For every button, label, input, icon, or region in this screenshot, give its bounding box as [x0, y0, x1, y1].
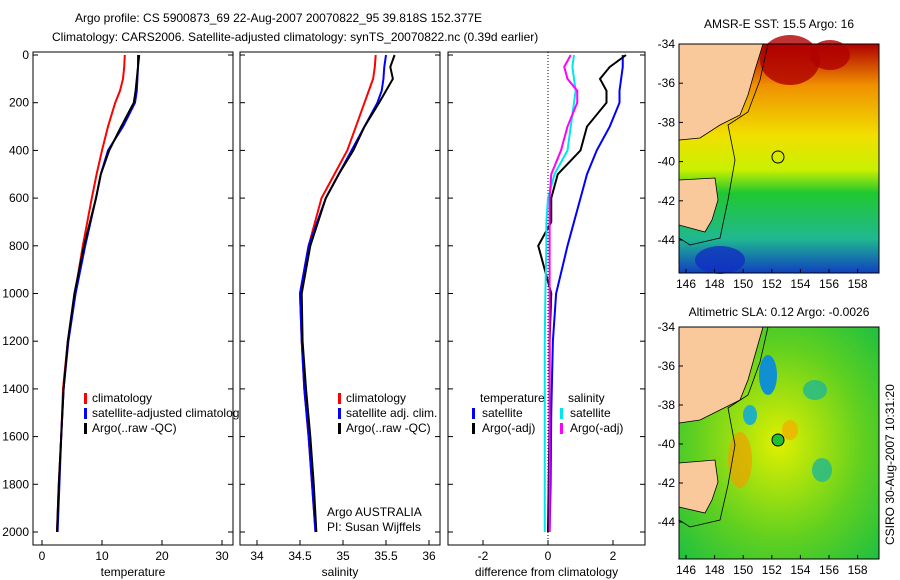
lon-tick-label: 148 [705, 277, 725, 291]
y-tick-label: 2000 [2, 525, 29, 539]
legend-header: salinity [568, 391, 605, 405]
sla-map-title: Altimetric SLA: 0.12 Argo: -0.0026 [689, 305, 870, 319]
legend-label: satellite adj. clim. [346, 406, 437, 420]
legend-label: Argo(-adj) [482, 421, 535, 435]
sla-map: Altimetric SLA: 0.12 Argo: -0.0026 146 14… [658, 305, 880, 577]
profile-panel-3: -2 0 2 difference from climatology temperatu… [447, 51, 646, 579]
lat-tick-label: -34 [658, 320, 676, 334]
series-line-argo-raw-qc- [56, 54, 141, 533]
annotation: PI: Susan Wijffels [327, 520, 421, 534]
legend-swatch [338, 408, 341, 419]
legend-label: satellite-adjusted climatology [92, 406, 245, 420]
y-tick-label: 800 [9, 239, 29, 253]
legend-label: satellite [482, 406, 523, 420]
lat-tick-label: -42 [658, 476, 676, 490]
y-tick-label: 600 [9, 191, 29, 205]
lon-tick-label: 150 [733, 563, 753, 577]
x-axis-label: salinity [322, 565, 359, 579]
y-tick-label: 200 [9, 96, 29, 110]
x-tick-label: 35.5 [374, 549, 398, 563]
legend-swatch [560, 408, 563, 419]
lat-tick-label: -40 [658, 437, 676, 451]
y-tick-label: 1400 [2, 382, 29, 396]
y-tick-label: 1600 [2, 430, 29, 444]
legend-label: Argo(..raw -QC) [346, 421, 431, 435]
legend-label: climatology [92, 391, 152, 405]
legend-swatch [84, 408, 87, 419]
float-marker [771, 150, 785, 164]
lat-tick-label: -42 [658, 194, 676, 208]
series-line-temperature-satellite [548, 55, 624, 533]
lon-tick-label: 156 [819, 277, 839, 291]
x-tick-label: 20 [155, 549, 169, 563]
legend-swatch [338, 393, 341, 404]
y-tick-label: 1000 [2, 287, 29, 301]
lon-tick-label: 154 [790, 563, 810, 577]
x-tick-label: 0 [545, 549, 552, 563]
x-axis-label: temperature [101, 565, 166, 579]
lon-tick-label: 148 [705, 563, 725, 577]
sst-map-title: AMSR-E SST: 15.5 Argo: 16 [704, 17, 854, 31]
title-line-2: Climatology: CARS2006. Satellite-adjuste… [52, 30, 538, 44]
lon-tick-label: 154 [790, 277, 810, 291]
lon-tick-label: 156 [819, 563, 839, 577]
y-tick-label: 1200 [2, 334, 29, 348]
lon-tick-label: 152 [762, 563, 782, 577]
lon-tick-label: 150 [733, 277, 753, 291]
annotation: Argo AUSTRALIA [327, 505, 422, 519]
x-axis-label: difference from climatology [475, 565, 618, 579]
lat-tick-label: -38 [658, 398, 676, 412]
lat-tick-label: -34 [658, 37, 676, 51]
legend-label: climatology [346, 391, 406, 405]
credit: CSIRO 30-Aug-2007 10:31:20 [883, 384, 897, 545]
lon-tick-label: 158 [848, 563, 868, 577]
x-tick-label: 34.5 [288, 549, 312, 563]
legend-swatch [338, 423, 341, 434]
x-tick-label: 36 [422, 549, 436, 563]
plot-frame [239, 51, 441, 546]
lat-tick-label: -38 [658, 115, 676, 129]
lat-tick-label: -44 [658, 515, 676, 529]
y-tick-label: 1800 [2, 477, 29, 491]
lon-tick-label: 152 [762, 277, 782, 291]
profile-panel-2: 34 34.5 35 35.5 36 salinity climatologysatelli… [239, 51, 441, 579]
series-line-argo-raw-qc- [300, 54, 396, 533]
legend-swatch [472, 408, 475, 419]
x-tick-label: 34 [250, 549, 264, 563]
lon-tick-label: 146 [676, 563, 696, 577]
x-tick-label: -2 [478, 549, 489, 563]
plot-frame [32, 51, 234, 546]
series-line-salinity-argo-adj- [548, 54, 579, 532]
lat-tick-label: -36 [658, 359, 676, 373]
x-tick-label: 35 [336, 549, 350, 563]
lat-tick-label: -40 [658, 155, 676, 169]
x-tick-label: 30 [215, 549, 229, 563]
title-line-1: Argo profile: CS 5900873_69 22-Aug-2007 … [75, 11, 482, 25]
legend-label: Argo(-adj) [570, 421, 623, 435]
legend-swatch [560, 423, 563, 434]
lon-tick-label: 158 [848, 277, 868, 291]
x-tick-label: 10 [95, 549, 109, 563]
x-tick-label: 2 [610, 549, 617, 563]
legend-swatch [84, 393, 87, 404]
lat-tick-label: -36 [658, 76, 676, 90]
plot-frame [447, 51, 646, 546]
x-tick-label: 0 [39, 549, 46, 563]
legend-label: Argo(..raw -QC) [92, 421, 177, 435]
legend-swatch [84, 423, 87, 434]
legend-swatch [472, 423, 475, 434]
legend-label: satellite [570, 406, 611, 420]
float-marker [771, 433, 785, 447]
y-tick-label: 400 [9, 143, 29, 157]
profile-panel-1: 0 10 20 30 0 200 400 600 800 1000 1200 1400 1600 1800… [2, 48, 245, 579]
y-tick-label: 0 [22, 48, 29, 62]
lat-tick-label: -44 [658, 233, 676, 247]
lon-tick-label: 146 [676, 277, 696, 291]
legend-header: temperature [480, 391, 545, 405]
sst-map: AMSR-E SST: 15.5 Argo: 16 146 148 150 152 15… [658, 17, 880, 291]
